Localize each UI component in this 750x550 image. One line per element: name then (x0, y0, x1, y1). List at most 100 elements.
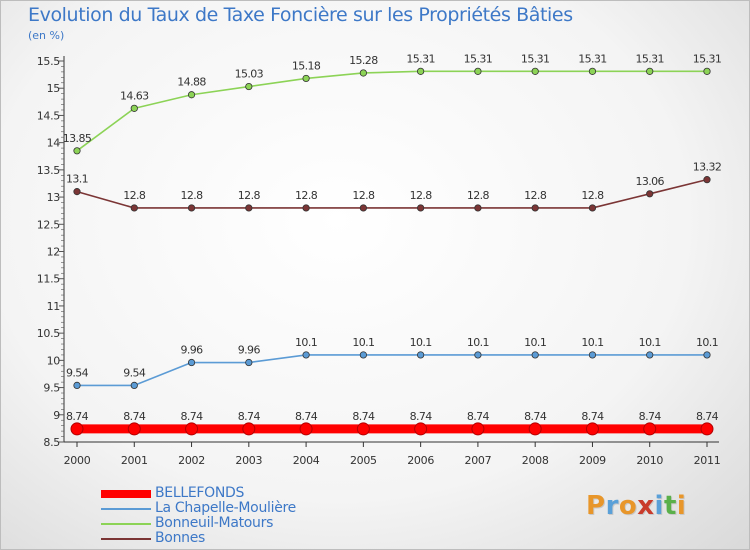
proxiti-logo: Proxiti (586, 491, 687, 521)
y-tick-label: 10.5 (37, 327, 61, 340)
x-tick-label: 2009 (579, 454, 606, 467)
data-label: 10.1 (524, 336, 546, 349)
legend-swatch (101, 538, 151, 540)
data-point (703, 67, 711, 75)
data-point (417, 351, 425, 359)
data-label: 15.31 (635, 52, 664, 65)
data-point (359, 351, 367, 359)
data-label: 8.74 (410, 410, 433, 423)
data-point (528, 422, 542, 436)
x-tick-label: 2008 (522, 454, 549, 467)
x-tick-label: 2005 (350, 454, 377, 467)
y-tick-label: 13.5 (37, 164, 61, 177)
data-point (359, 69, 367, 77)
data-label: 10.1 (467, 336, 489, 349)
y-tick-label: 14 (47, 137, 61, 150)
data-point (130, 104, 138, 112)
data-point (187, 358, 196, 367)
data-point (73, 381, 81, 389)
data-point (646, 351, 654, 359)
data-label: 8.74 (123, 410, 146, 423)
data-point (417, 204, 425, 212)
x-tick-label: 2000 (64, 454, 91, 467)
data-point (359, 204, 367, 212)
data-point (703, 176, 711, 184)
data-point (73, 188, 81, 196)
data-label: 10.1 (410, 336, 432, 349)
data-point (646, 67, 654, 75)
data-point (417, 67, 425, 75)
series-line-bonneuil-matours (76, 70, 707, 152)
data-point (474, 67, 482, 75)
x-tick-label: 2011 (694, 454, 721, 467)
data-label: 10.1 (581, 336, 603, 349)
data-point (588, 351, 597, 359)
data-point (185, 422, 199, 436)
data-point (531, 204, 539, 212)
data-point (245, 82, 253, 91)
y-tick-label: 10 (47, 354, 61, 367)
data-point (703, 351, 711, 359)
data-label: 15.31 (464, 52, 493, 65)
x-tick-label: 2003 (235, 454, 262, 467)
y-tick-label: 9 (53, 409, 60, 422)
data-point (302, 204, 310, 212)
data-point (130, 381, 138, 389)
data-label: 12.8 (581, 189, 604, 202)
data-label: 14.63 (120, 89, 149, 102)
data-point (531, 351, 539, 359)
x-tick-label: 2010 (636, 454, 663, 467)
data-label: 10.1 (639, 336, 661, 349)
data-label: 9.96 (180, 344, 203, 357)
legend-swatch (101, 523, 151, 525)
legend-swatch (101, 490, 151, 498)
series-line-la-chapelle-mouli-re (77, 354, 707, 387)
data-label: 8.74 (467, 410, 490, 423)
data-point (474, 351, 482, 359)
data-label: 8.74 (524, 410, 547, 423)
data-label: 12.8 (410, 189, 433, 202)
data-label: 12.8 (295, 189, 318, 202)
data-label: 13.1 (66, 173, 88, 186)
data-label: 15.31 (406, 52, 435, 65)
data-label: 12.8 (467, 189, 490, 202)
y-unit-label: (en %) (28, 29, 65, 42)
legend-label: BELLEFONDS (155, 485, 245, 501)
data-point (187, 204, 196, 212)
data-point (700, 422, 714, 436)
data-point (70, 422, 84, 436)
data-label: 8.74 (581, 410, 604, 423)
data-label: 8.74 (696, 410, 719, 423)
data-label: 8.74 (66, 410, 89, 423)
data-point (414, 422, 428, 436)
data-point (531, 67, 539, 75)
data-label: 15.28 (349, 54, 378, 67)
data-point (127, 422, 141, 436)
data-point (588, 67, 597, 75)
data-label: 14.88 (177, 76, 206, 89)
data-point (585, 422, 599, 436)
legend-label: La Chapelle-Moulière (155, 500, 296, 516)
data-point (302, 351, 310, 359)
data-label: 12.8 (123, 189, 146, 202)
y-tick-label: 12 (47, 246, 60, 259)
x-tick-label: 2007 (465, 454, 492, 467)
data-label: 12.8 (180, 189, 203, 202)
x-tick-label: 2004 (293, 454, 320, 467)
data-label: 12.8 (238, 189, 261, 202)
data-point (242, 422, 256, 436)
y-tick-label: 8.5 (43, 436, 60, 449)
x-tick-label: 2002 (178, 454, 205, 467)
data-label: 9.54 (123, 366, 146, 379)
data-point (187, 91, 196, 99)
data-point (299, 422, 313, 436)
data-point (245, 358, 253, 367)
chart-title: Evolution du Taux de Taxe Foncière sur l… (28, 4, 573, 26)
legend-label: Bonneuil-Matours (155, 515, 274, 531)
data-label: 10.1 (352, 336, 374, 349)
data-label: 13.06 (635, 175, 664, 188)
y-tick-label: 13 (47, 191, 61, 204)
data-label: 8.74 (352, 410, 375, 423)
y-tick-label: 15.5 (37, 55, 61, 68)
